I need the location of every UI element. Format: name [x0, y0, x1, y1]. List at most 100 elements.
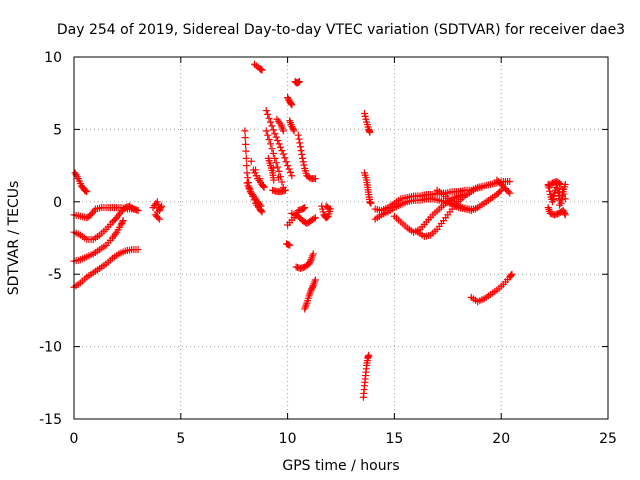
data-series: [288, 209, 319, 228]
data-point: [296, 143, 304, 151]
data-point: [244, 174, 252, 182]
data-point: [506, 178, 514, 186]
data-point: [365, 351, 373, 359]
data-series: [149, 198, 166, 223]
data-point: [300, 161, 308, 169]
data-point: [288, 101, 296, 109]
data-point: [83, 188, 91, 196]
data-point: [272, 159, 280, 167]
data-series: [291, 78, 303, 87]
data-point: [268, 122, 276, 130]
x-tick-label: 10: [279, 431, 297, 447]
data-point: [265, 114, 273, 122]
data-point: [286, 241, 294, 249]
data-point: [256, 201, 264, 209]
data-point: [262, 127, 270, 135]
data-series: [544, 178, 569, 219]
data-series: [70, 217, 127, 265]
data-point: [275, 140, 283, 148]
data-series: [318, 202, 334, 222]
data-series: [262, 107, 296, 180]
data-point: [242, 154, 250, 162]
data-series: [294, 131, 319, 183]
data-point: [264, 110, 272, 118]
data-series: [360, 169, 375, 207]
data-point: [241, 127, 249, 135]
data-point: [299, 154, 307, 162]
data-point: [557, 180, 565, 188]
data-point: [271, 130, 279, 138]
data-point: [472, 205, 480, 213]
data-point: [311, 214, 319, 222]
data-point: [560, 190, 568, 198]
y-tick-label: -5: [48, 267, 62, 283]
data-point: [267, 118, 275, 126]
x-tick-label: 20: [492, 431, 510, 447]
y-tick-label: 10: [44, 50, 62, 66]
x-tick-label: 0: [70, 431, 79, 447]
data-series: [70, 246, 142, 291]
data-point: [241, 134, 249, 142]
chart-title: Day 254 of 2019, Sidereal Day-to-day VTE…: [57, 22, 625, 38]
data-point: [262, 107, 270, 115]
data-point: [561, 209, 569, 217]
data-series: [243, 179, 265, 210]
data-point: [561, 211, 569, 219]
data-point: [288, 172, 296, 180]
data-point: [270, 176, 278, 184]
data-series: [269, 186, 289, 196]
data-point: [281, 186, 289, 194]
data-series: [467, 270, 516, 306]
data-point: [256, 175, 264, 183]
data-point: [287, 100, 295, 108]
data-point: [508, 270, 516, 278]
data-point: [274, 137, 282, 145]
data-point: [295, 78, 303, 86]
data-point: [367, 199, 375, 207]
data-point: [275, 167, 283, 175]
data-point: [297, 147, 305, 155]
data-point: [294, 131, 302, 139]
data-point: [128, 204, 136, 212]
data-series: [493, 176, 514, 197]
data-point: [134, 246, 142, 254]
x-tick-label: 15: [385, 431, 403, 447]
data-point: [546, 187, 554, 195]
grid: [74, 57, 608, 419]
y-tick-label: 0: [53, 195, 62, 211]
data-point: [279, 150, 287, 158]
data-point: [242, 140, 250, 148]
data-series: [292, 250, 317, 272]
data-point: [366, 128, 374, 136]
data-point: [274, 163, 282, 171]
data-point: [556, 179, 564, 187]
y-tick-label: -15: [39, 412, 62, 428]
data-point: [264, 131, 272, 139]
x-axis-label: GPS time / hours: [282, 458, 399, 474]
data-series: [301, 276, 319, 313]
data-point: [242, 147, 250, 155]
data-point: [278, 147, 286, 155]
data-point: [556, 201, 564, 209]
data-point: [119, 217, 127, 225]
data-point: [496, 188, 504, 196]
data-series: [284, 94, 296, 109]
data-point: [295, 135, 303, 143]
data-point: [154, 214, 162, 222]
data-point: [259, 182, 267, 190]
data-point: [243, 162, 251, 170]
data-point: [267, 140, 275, 148]
data-point: [506, 189, 514, 197]
data-point: [286, 168, 294, 176]
data-point: [157, 204, 165, 212]
data-point: [278, 178, 286, 186]
data-point: [155, 215, 163, 223]
data-series: [250, 60, 266, 74]
data-point: [279, 127, 287, 135]
data-point: [268, 145, 276, 153]
data-point: [276, 143, 284, 151]
data-series: [414, 183, 486, 241]
data-point: [269, 126, 277, 134]
data-point: [507, 271, 515, 279]
data-series: [70, 202, 138, 243]
